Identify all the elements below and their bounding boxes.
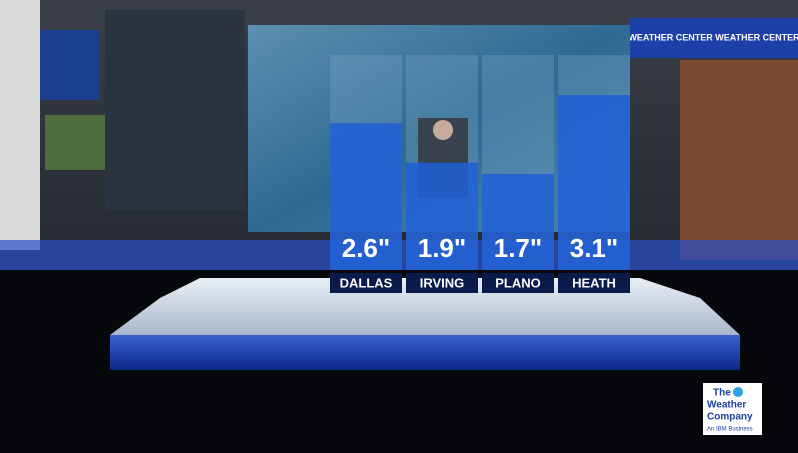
logo-text: Company (707, 412, 753, 423)
sign-text: WEATHER CENTER WEATHER CENTER (628, 32, 798, 42)
monitor (45, 115, 107, 170)
window (105, 10, 245, 210)
value-label: 1.7" (494, 233, 542, 263)
logo-drop (733, 387, 743, 397)
category-label: DALLAS (340, 275, 393, 290)
logo-text: Weather (707, 400, 746, 411)
logo-tagline: An IBM Business (707, 427, 753, 433)
value-label: 1.9" (418, 233, 466, 263)
pillar (0, 0, 40, 250)
category-label: IRVING (420, 275, 465, 290)
value-label: 3.1" (570, 233, 618, 263)
category-label: HEATH (572, 275, 616, 290)
wood-wall (680, 60, 798, 260)
category-label: PLANO (495, 275, 541, 290)
platform-edge (110, 335, 740, 370)
studio-scene: WEATHER CENTER WEATHER CENTER 2.6" DALLAS… (0, 0, 798, 453)
monitor (40, 30, 100, 100)
logo-text: The (713, 388, 731, 399)
value-label: 2.6" (342, 233, 390, 263)
